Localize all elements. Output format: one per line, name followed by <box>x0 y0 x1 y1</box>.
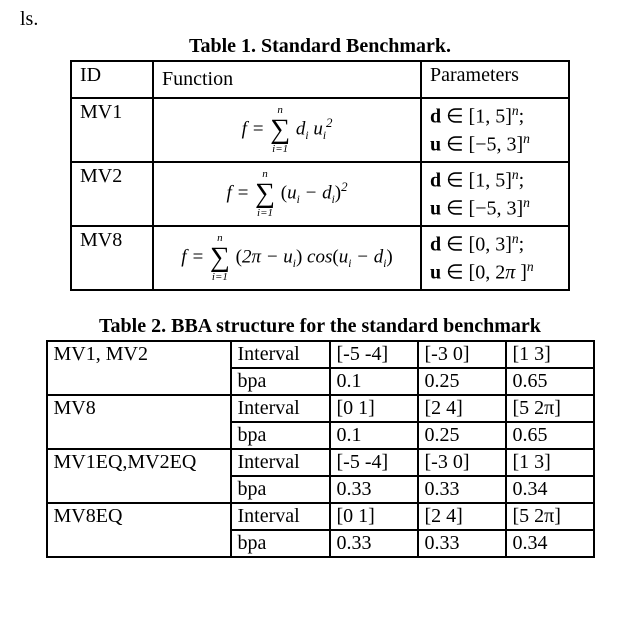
table2-cell-bpa: 0.33 <box>330 476 418 503</box>
table2-caption: Table 2. BBA structure for the standard … <box>20 315 620 338</box>
table1-row-parameters: d ∈ [1, 5]n;u ∈ [−5, 3]n <box>421 162 569 226</box>
table2-cell-interval: [0 1] <box>330 503 418 530</box>
table2-cell-interval: [5 2π] <box>506 395 594 422</box>
table2-cell-bpa: 0.34 <box>506 476 594 503</box>
table2-cell-interval: [2 4] <box>418 503 506 530</box>
table2-cell-bpa: 0.34 <box>506 530 594 557</box>
table2-cell-interval: [0 1] <box>330 395 418 422</box>
table2-cell-bpa: 0.25 <box>418 422 506 449</box>
table2-group-label: MV1EQ,MV2EQ <box>47 449 231 503</box>
table1-header-function: Function <box>153 61 421 98</box>
table2-row-label-interval: Interval <box>231 503 330 530</box>
table1-row-function: f = n∑i=1 (2π − ui) cos(ui − di) <box>153 226 421 290</box>
table1-row-function: f = n∑i=1 (ui − di)2 <box>153 162 421 226</box>
table2-cell-interval: [-3 0] <box>418 449 506 476</box>
table2-cell-interval: [5 2π] <box>506 503 594 530</box>
table1-row-parameters: d ∈ [1, 5]n;u ∈ [−5, 3]n <box>421 98 569 162</box>
table2-cell-interval: [-5 -4] <box>330 341 418 368</box>
text-fragment: ls. <box>20 8 620 31</box>
table2-cell-interval: [1 3] <box>506 341 594 368</box>
table2-group-label: MV8 <box>47 395 231 449</box>
table2-cell-interval: [1 3] <box>506 449 594 476</box>
table2-cell-bpa: 0.65 <box>506 422 594 449</box>
table1-header-id: ID <box>71 61 153 98</box>
table1-row-id: MV8 <box>71 226 153 290</box>
table2-cell-bpa: 0.33 <box>330 530 418 557</box>
table1-row-id: MV1 <box>71 98 153 162</box>
table2-group-label: MV8EQ <box>47 503 231 557</box>
table2-cell-bpa: 0.33 <box>418 530 506 557</box>
table1-caption: Table 1. Standard Benchmark. <box>20 35 620 58</box>
table2-row-label-bpa: bpa <box>231 530 330 557</box>
table2-row-label-interval: Interval <box>231 449 330 476</box>
table2-row-label-interval: Interval <box>231 341 330 368</box>
table2-cell-interval: [2 4] <box>418 395 506 422</box>
table2-cell-bpa: 0.33 <box>418 476 506 503</box>
table2-row-label-bpa: bpa <box>231 368 330 395</box>
table1-row-parameters: d ∈ [0, 3]n;u ∈ [0, 2π ]n <box>421 226 569 290</box>
table2-row-label-bpa: bpa <box>231 476 330 503</box>
table1: ID Function Parameters MV1f = n∑i=1 di u… <box>70 60 570 291</box>
table2-cell-bpa: 0.1 <box>330 368 418 395</box>
table2-cell-interval: [-5 -4] <box>330 449 418 476</box>
table1-row-id: MV2 <box>71 162 153 226</box>
table2-row-label-bpa: bpa <box>231 422 330 449</box>
table1-header-parameters: Parameters <box>421 61 569 98</box>
table2: MV1, MV2Interval[-5 -4][-3 0][1 3]bpa0.1… <box>46 340 595 558</box>
table1-row-function: f = n∑i=1 di ui2 <box>153 98 421 162</box>
table2-group-label: MV1, MV2 <box>47 341 231 395</box>
table2-cell-interval: [-3 0] <box>418 341 506 368</box>
table2-row-label-interval: Interval <box>231 395 330 422</box>
table2-cell-bpa: 0.25 <box>418 368 506 395</box>
table2-cell-bpa: 0.65 <box>506 368 594 395</box>
table2-cell-bpa: 0.1 <box>330 422 418 449</box>
